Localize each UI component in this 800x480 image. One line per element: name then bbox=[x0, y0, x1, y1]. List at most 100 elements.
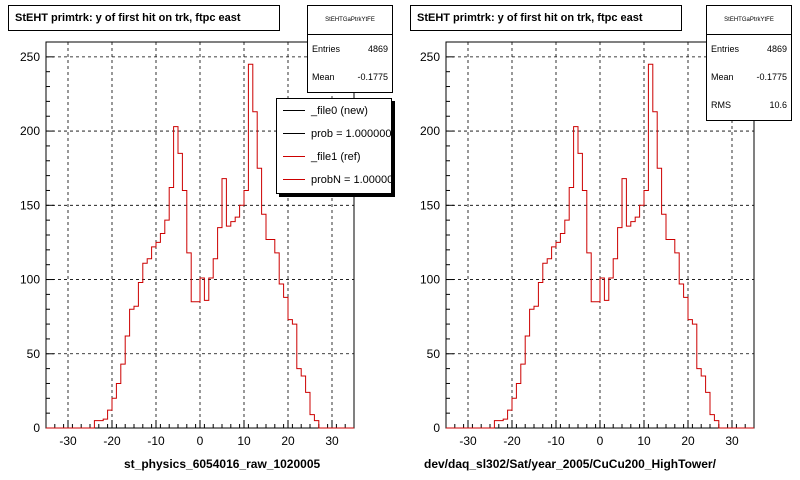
histogram-bin bbox=[235, 217, 239, 428]
histogram-bin bbox=[143, 263, 147, 428]
histogram-bin bbox=[508, 410, 512, 428]
y-tick-label: 150 bbox=[20, 198, 40, 212]
histogram-bin bbox=[587, 253, 591, 428]
x-tick-label: 20 bbox=[681, 434, 695, 448]
histogram-bin bbox=[684, 297, 688, 428]
histogram-bin bbox=[657, 168, 661, 428]
histogram-bin bbox=[648, 64, 652, 428]
right-stats-name: StEHTGaPtrkYtFE bbox=[707, 6, 791, 35]
histogram-bin bbox=[279, 284, 283, 428]
histogram-bin bbox=[714, 421, 718, 428]
y-tick-label: 150 bbox=[420, 198, 440, 212]
histogram-bin bbox=[534, 306, 538, 428]
histogram-bin bbox=[108, 410, 112, 428]
y-tick-label: 0 bbox=[433, 421, 440, 435]
histogram-bin bbox=[138, 283, 142, 428]
histogram-bin bbox=[666, 239, 670, 428]
histogram-bin bbox=[116, 383, 120, 428]
histogram-bin bbox=[222, 179, 226, 428]
histogram-bin bbox=[622, 179, 626, 428]
histogram-bin bbox=[209, 278, 213, 428]
histogram-bin bbox=[503, 419, 507, 428]
histogram-bin bbox=[521, 364, 525, 428]
histogram-bin bbox=[99, 421, 103, 428]
left-plot: -30 -20 -10 0 10 20 30 0 50 100 150 200 250 bbox=[20, 41, 355, 448]
histogram-bin bbox=[284, 297, 288, 428]
legend-item-new: _file0 (new) bbox=[277, 99, 391, 122]
histogram-bin bbox=[626, 226, 630, 428]
y-tick-label: 100 bbox=[420, 273, 440, 287]
right-plot-title: StEHT primtrk: y of first hit on trk, ft… bbox=[410, 5, 682, 31]
histogram-bin bbox=[609, 278, 613, 428]
y-tick-label: 200 bbox=[420, 124, 440, 138]
x-tick-label: 20 bbox=[281, 434, 295, 448]
histogram-bin bbox=[701, 376, 705, 428]
histogram-bin bbox=[560, 234, 564, 428]
histogram-bin bbox=[191, 302, 195, 428]
histogram-bin bbox=[160, 234, 164, 428]
histogram-bin bbox=[165, 220, 169, 428]
histogram-bin bbox=[262, 214, 266, 428]
x-tick-label: -30 bbox=[459, 434, 477, 448]
histogram-bin bbox=[174, 127, 178, 428]
x-tick-label: -30 bbox=[59, 434, 77, 448]
histogram-bin bbox=[697, 369, 701, 428]
histogram-bin bbox=[196, 302, 200, 428]
histogram-bin bbox=[306, 392, 310, 428]
y-tick-label: 0 bbox=[33, 421, 40, 435]
histogram-bin bbox=[94, 421, 98, 428]
histogram-bin bbox=[600, 278, 604, 428]
right-plot: -30 -20 -10 0 10 20 30 0 50 100 150 200 250 bbox=[420, 41, 755, 448]
right-stats-box: StEHTGaPtrkYtFE Entries 4869 Mean -0.1775 … bbox=[706, 5, 792, 121]
left-stats-row-mean: Mean -0.1775 bbox=[312, 72, 388, 82]
left-stats-name: StEHTGaPtrkYtFE bbox=[308, 6, 392, 35]
y-tick-label: 50 bbox=[27, 347, 41, 361]
x-tick-label: 0 bbox=[597, 434, 604, 448]
left-plot-title: StEHT primtrk: y of first hit on trk, ft… bbox=[8, 5, 280, 31]
histogram-bin bbox=[253, 112, 257, 428]
histogram-bin bbox=[310, 415, 314, 428]
histogram-bin bbox=[103, 419, 107, 428]
x-tick-label: -10 bbox=[547, 434, 565, 448]
histogram-bin bbox=[613, 259, 617, 428]
histogram-bin bbox=[525, 336, 529, 428]
y-tick-label: 250 bbox=[420, 50, 440, 64]
x-tick-label: -10 bbox=[147, 434, 165, 448]
left-stats-box: StEHTGaPtrkYtFE Entries 4869 Mean -0.1775 bbox=[307, 5, 393, 93]
histogram-bin bbox=[530, 309, 534, 428]
histogram-bin bbox=[675, 253, 679, 428]
histogram-bin bbox=[618, 228, 622, 428]
histogram-bin bbox=[121, 364, 125, 428]
legend: _file0 (new) prob = 1.000000 _file1 (ref… bbox=[276, 98, 392, 194]
histogram-bin bbox=[706, 392, 710, 428]
histogram-bin bbox=[670, 239, 674, 428]
histogram-bin bbox=[204, 300, 208, 428]
histogram-bin bbox=[266, 239, 270, 428]
histogram-bin bbox=[125, 336, 129, 428]
histogram-bin bbox=[543, 263, 547, 428]
legend-item-probn: probN = 1.000000 bbox=[277, 168, 391, 191]
histogram-bin bbox=[240, 205, 244, 428]
histogram-bin bbox=[596, 302, 600, 428]
histogram-bin bbox=[556, 242, 560, 428]
histogram-bin bbox=[653, 112, 657, 428]
histogram-bin bbox=[591, 302, 595, 428]
y-tick-label: 100 bbox=[20, 273, 40, 287]
histogram-bin bbox=[644, 190, 648, 428]
left-x-axis-title: st_physics_6054016_raw_1020005 bbox=[124, 457, 321, 471]
histogram-bin bbox=[631, 222, 635, 428]
histogram-bin bbox=[494, 421, 498, 428]
right-x-axis-title: dev/daq_sl302/Sat/year_2005/CuCu200_High… bbox=[424, 457, 716, 471]
histogram-bin bbox=[547, 259, 551, 428]
histogram-bin bbox=[152, 247, 156, 428]
x-tick-label: 30 bbox=[325, 434, 339, 448]
histogram-bin bbox=[578, 153, 582, 428]
legend-item-ref: _file1 (ref) bbox=[277, 145, 391, 168]
histogram-bin bbox=[574, 127, 578, 428]
histogram-bin bbox=[314, 421, 318, 428]
histogram-bin bbox=[134, 306, 138, 428]
histogram-bin bbox=[226, 226, 230, 428]
histogram-bin bbox=[662, 214, 666, 428]
histogram-bin bbox=[552, 247, 556, 428]
histogram-bin bbox=[178, 153, 182, 428]
